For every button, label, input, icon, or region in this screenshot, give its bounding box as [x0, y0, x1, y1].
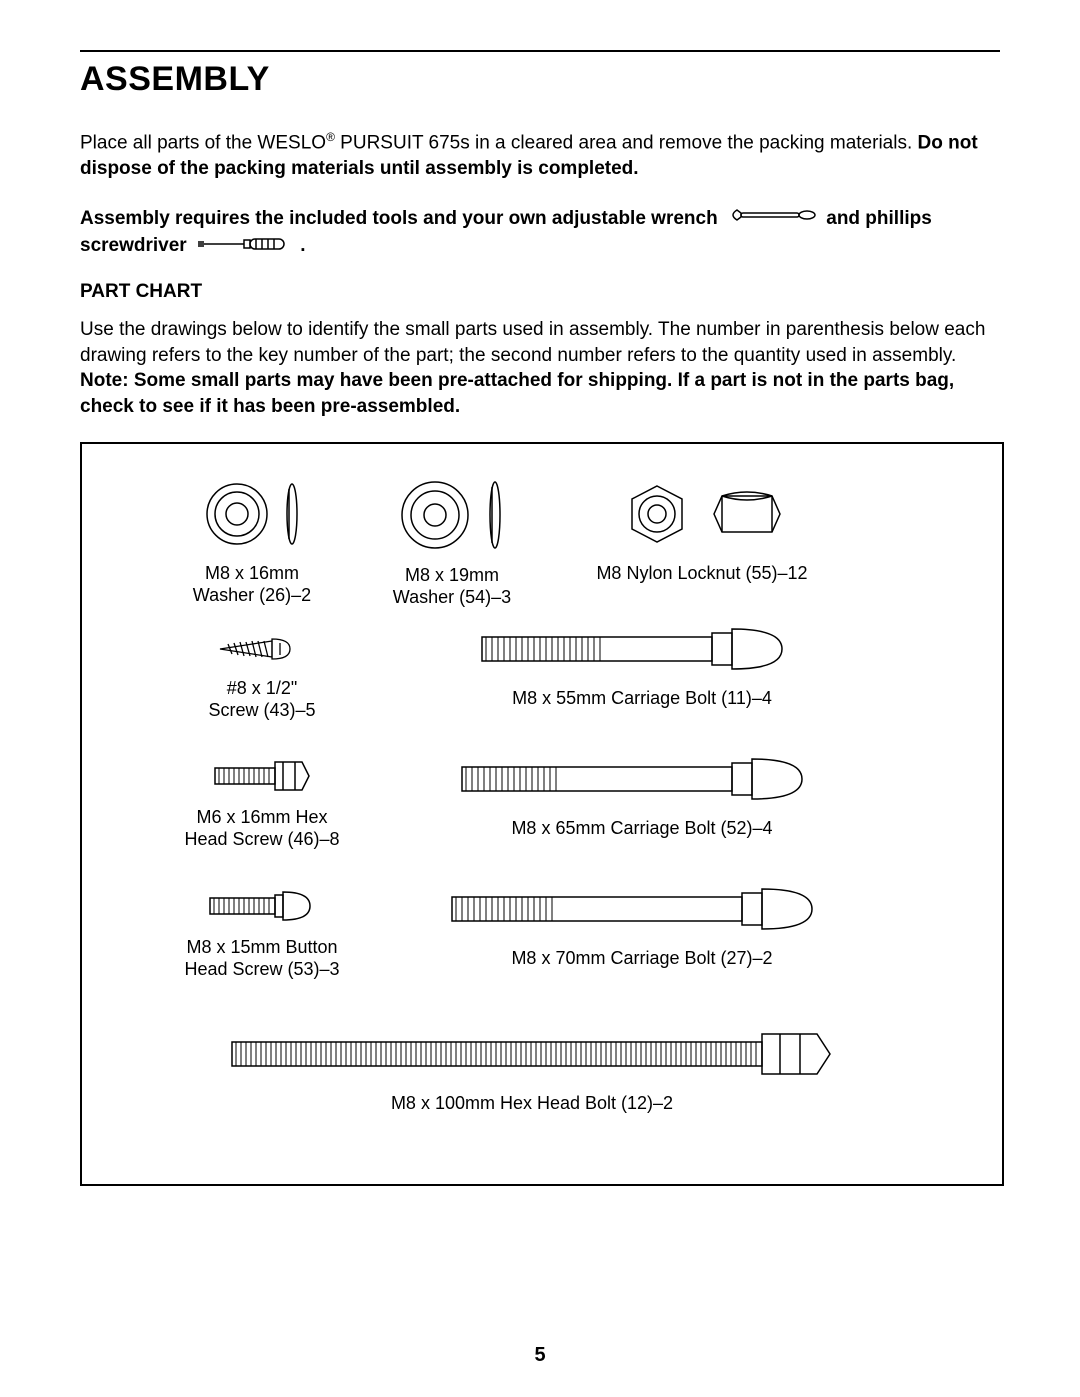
button-15-icon	[202, 884, 322, 928]
hex-100-label: M8 x 100mm Hex Head Bolt (12)–2	[391, 1093, 673, 1113]
tools-tail: .	[300, 235, 305, 256]
part-hex-16: M6 x 16mm Hex Head Screw (46)–8	[162, 754, 362, 851]
hex-16-line2: Head Screw (46)–8	[184, 829, 339, 849]
registered-mark: ®	[326, 130, 335, 144]
washer-19-line2: Washer (54)–3	[393, 587, 511, 607]
part-chart-box: M8 x 16mm Washer (26)–2 M8 x 19mm Washer…	[80, 442, 1004, 1186]
part-washer-19: M8 x 19mm Washer (54)–3	[372, 474, 532, 609]
washer-16-line1: M8 x 16mm	[205, 563, 299, 583]
part-chart-intro-1: Use the drawings below to identify the s…	[80, 319, 985, 366]
screw-8-line2: Screw (43)–5	[208, 700, 315, 720]
carriage-55-label: M8 x 55mm Carriage Bolt (11)–4	[512, 688, 772, 708]
page-number: 5	[0, 1344, 1080, 1367]
intro-text-1: Place all parts of the WESLO	[80, 132, 326, 153]
carriage-70-label: M8 x 70mm Carriage Bolt (27)–2	[511, 948, 772, 968]
part-screw-8: #8 x 1/2" Screw (43)–5	[182, 629, 342, 722]
locknut-icon	[602, 474, 802, 554]
carriage-70-icon	[442, 879, 842, 939]
locknut-label: M8 Nylon Locknut (55)–12	[596, 563, 807, 583]
part-locknut: M8 Nylon Locknut (55)–12	[562, 474, 842, 585]
washer-19-icon	[387, 474, 517, 556]
part-carriage-70: M8 x 70mm Carriage Bolt (27)–2	[422, 879, 862, 970]
hex-16-line1: M6 x 16mm Hex	[196, 807, 327, 827]
washer-19-line1: M8 x 19mm	[405, 565, 499, 585]
part-chart-intro: Use the drawings below to identify the s…	[80, 317, 1000, 420]
carriage-65-icon	[452, 749, 832, 809]
screw-8-icon	[212, 629, 312, 669]
carriage-55-icon	[472, 619, 812, 679]
part-hex-100: M8 x 100mm Hex Head Bolt (12)–2	[182, 1024, 882, 1115]
part-washer-16: M8 x 16mm Washer (26)–2	[172, 474, 332, 607]
carriage-65-label: M8 x 65mm Carriage Bolt (52)–4	[511, 818, 772, 838]
screw-8-line1: #8 x 1/2"	[227, 678, 297, 698]
button-15-line1: M8 x 15mm Button	[186, 937, 337, 957]
part-chart-heading: PART CHART	[80, 281, 1000, 303]
part-carriage-65: M8 x 65mm Carriage Bolt (52)–4	[432, 749, 852, 840]
part-chart-intro-2: Note: Some small parts may have been pre…	[80, 370, 954, 417]
intro-text-2: PURSUIT 675s in a cleared area and remov…	[335, 132, 918, 153]
hex-16-icon	[207, 754, 317, 798]
washer-16-icon	[192, 474, 312, 554]
page-title: ASSEMBLY	[80, 60, 1000, 99]
button-15-line2: Head Screw (53)–3	[184, 959, 339, 979]
wrench-icon	[727, 204, 817, 234]
hex-100-icon	[222, 1024, 842, 1084]
intro-paragraph: Place all parts of the WESLO® PURSUIT 67…	[80, 129, 1000, 182]
tools-paragraph: Assembly requires the included tools and…	[80, 204, 1000, 259]
tools-lead: Assembly requires the included tools and…	[80, 207, 718, 228]
part-carriage-55: M8 x 55mm Carriage Bolt (11)–4	[452, 619, 832, 710]
washer-16-line2: Washer (26)–2	[193, 585, 311, 605]
part-button-15: M8 x 15mm Button Head Screw (53)–3	[162, 884, 362, 981]
screwdriver-icon	[196, 233, 291, 259]
